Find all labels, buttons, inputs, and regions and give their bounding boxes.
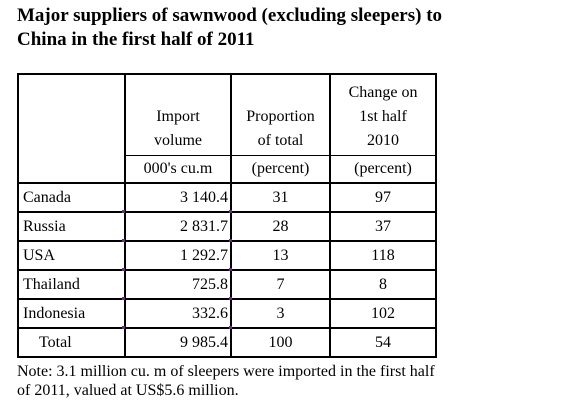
change-cell: 37 (329, 211, 437, 242)
change-cell: 102 (329, 298, 437, 329)
header-import-unit: 000's cu.m (126, 155, 230, 182)
table-row: Russia 2 831.7 28 37 (17, 211, 437, 242)
total-proportion: 100 (230, 327, 331, 358)
header-proportion: Proportion of total (percent) (230, 73, 331, 184)
change-cell: 118 (329, 240, 437, 271)
cell-marker (122, 268, 125, 271)
total-import-volume: 9 985.4 (124, 327, 232, 358)
title-line-2: China in the first half of 2011 (17, 29, 255, 50)
header-proportion-line-2: of total (257, 132, 304, 149)
proportion-cell: 7 (230, 269, 331, 300)
cell-marker (229, 326, 232, 329)
table-row: Thailand 725.8 7 8 (17, 269, 437, 300)
table-row: Canada 3 140.4 31 97 (17, 182, 437, 213)
import-volume-cell: 3 140.4 (124, 182, 232, 213)
footnote-line-1: Note: 3.1 million cu. m of sleepers were… (17, 363, 435, 380)
change-cell: 97 (329, 182, 437, 213)
header-import-line-2: volume (154, 132, 202, 149)
cell-marker (122, 326, 125, 329)
country-cell: Indonesia (17, 298, 126, 329)
header-import-volume: Import volume 000's cu.m (124, 73, 232, 184)
cell-marker (122, 210, 125, 213)
table-row: Indonesia 332.6 3 102 (17, 298, 437, 329)
document-title: Major suppliers of sawnwood (excluding s… (17, 4, 557, 52)
total-label: Total (17, 327, 126, 358)
country-cell: USA (17, 240, 126, 271)
table-row: USA 1 292.7 13 118 (17, 240, 437, 271)
proportion-cell: 28 (230, 211, 331, 242)
change-cell: 8 (329, 269, 437, 300)
header-proportion-line-1: Proportion (246, 108, 315, 125)
header-change-line-3: 2010 (367, 132, 399, 149)
header-change-unit: (percent) (331, 155, 435, 182)
header-change: Change on 1st half 2010 (percent) (329, 73, 437, 184)
country-cell: Canada (17, 182, 126, 213)
import-volume-cell: 725.8 (124, 269, 232, 300)
import-volume-cell: 2 831.7 (124, 211, 232, 242)
import-volume-cell: 1 292.7 (124, 240, 232, 271)
total-change: 54 (329, 327, 437, 358)
cell-marker (229, 239, 232, 242)
header-proportion-unit: (percent) (232, 155, 329, 182)
cell-marker (229, 210, 232, 213)
proportion-cell: 31 (230, 182, 331, 213)
country-cell: Russia (17, 211, 126, 242)
header-change-line-2: 1st half (359, 108, 407, 125)
cell-marker (122, 239, 125, 242)
footnote: Note: 3.1 million cu. m of sleepers were… (17, 362, 557, 400)
footnote-line-2: of 2011, valued at US$5.6 million. (17, 382, 239, 399)
proportion-cell: 3 (230, 298, 331, 329)
header-change-line-1: Change on (348, 84, 418, 101)
import-volume-cell: 332.6 (124, 298, 232, 329)
title-line-1: Major suppliers of sawnwood (excluding s… (17, 5, 443, 26)
country-cell: Thailand (17, 269, 126, 300)
suppliers-table: Import volume 000's cu.m Proportion of t… (17, 73, 437, 358)
cell-marker (229, 297, 232, 300)
cell-marker (229, 268, 232, 271)
header-import-line-1: Import (156, 108, 200, 125)
proportion-cell: 13 (230, 240, 331, 271)
table-header-row: Import volume 000's cu.m Proportion of t… (17, 73, 437, 184)
table-total-row: Total 9 985.4 100 54 (17, 327, 437, 358)
cell-marker (122, 297, 125, 300)
header-empty-cell (17, 73, 126, 184)
